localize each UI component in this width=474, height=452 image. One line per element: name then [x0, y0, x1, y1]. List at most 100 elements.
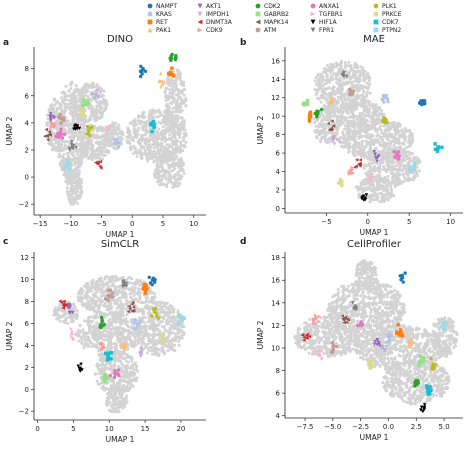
- cluster-point: [61, 116, 66, 120]
- cluster-plk1: [85, 124, 94, 138]
- background-point: [181, 82, 185, 86]
- background-point: [384, 133, 388, 137]
- background-point: [111, 135, 115, 139]
- background-point: [343, 93, 347, 96]
- background-point: [321, 113, 324, 117]
- background-point: [178, 105, 182, 109]
- background-point: [317, 133, 321, 137]
- cluster-dnmt3a: [353, 158, 363, 169]
- background-point: [381, 159, 384, 163]
- background-point: [317, 77, 320, 81]
- background-point: [86, 294, 90, 298]
- background-point: [372, 157, 376, 161]
- background-point: [70, 152, 74, 156]
- background-point: [84, 285, 88, 289]
- background-point: [169, 95, 173, 99]
- cluster-point: [162, 79, 166, 84]
- x-tick-label: 10: [189, 220, 198, 228]
- cluster-point: [67, 166, 72, 171]
- background-point: [400, 129, 404, 133]
- background-point: [334, 72, 338, 76]
- background-point: [316, 128, 319, 132]
- background-point: [339, 104, 343, 108]
- background-point: [117, 296, 121, 300]
- background-point: [390, 147, 394, 151]
- cluster-point: [375, 159, 379, 164]
- background-point: [100, 145, 104, 149]
- background-point: [372, 175, 376, 179]
- background-point: [401, 136, 405, 139]
- background-point: [68, 130, 72, 134]
- background-point: [320, 123, 324, 127]
- background-point: [405, 167, 409, 171]
- background-point: [79, 130, 83, 134]
- background-point: [109, 284, 113, 288]
- x-tick-label: −15: [33, 220, 48, 228]
- cluster-fpr1: [340, 70, 349, 79]
- background-points: [45, 68, 188, 206]
- background-point: [411, 139, 415, 142]
- background-point: [372, 168, 376, 172]
- background-point: [142, 146, 146, 150]
- background-point: [393, 185, 397, 189]
- legend-label: CDK2: [264, 3, 281, 10]
- background-point: [46, 117, 50, 121]
- background-point: [184, 140, 188, 144]
- background-point: [178, 150, 182, 154]
- background-point: [176, 75, 180, 79]
- cluster-point: [74, 145, 79, 150]
- background-point: [131, 282, 135, 285]
- background-point: [369, 104, 373, 108]
- background-point: [157, 120, 161, 124]
- background-point: [60, 140, 64, 144]
- background-point: [340, 93, 343, 97]
- background-point: [167, 97, 170, 101]
- legend-label: ATM: [264, 27, 276, 34]
- background-point: [348, 145, 352, 149]
- background-point: [174, 163, 178, 167]
- cluster-point: [85, 124, 90, 129]
- background-point: [385, 128, 389, 132]
- background-point: [69, 172, 73, 176]
- background-point: [110, 142, 114, 146]
- background-point: [349, 69, 353, 72]
- background-point: [98, 103, 102, 107]
- background-point: [351, 114, 355, 118]
- background-point: [343, 144, 347, 148]
- background-point: [145, 119, 149, 123]
- background-point: [159, 157, 163, 161]
- background-point: [128, 131, 132, 135]
- background-point: [334, 65, 338, 69]
- background-point: [391, 168, 395, 171]
- background-point: [176, 145, 180, 149]
- legend-entry: HIF1A: [310, 19, 338, 26]
- background-point: [372, 143, 376, 146]
- background-point: [319, 100, 323, 104]
- background-point: [61, 155, 64, 159]
- background-point: [351, 129, 355, 133]
- background-point: [164, 99, 168, 103]
- background-point: [134, 297, 138, 301]
- cluster-point: [45, 138, 50, 142]
- background-point: [313, 121, 317, 124]
- background-point: [328, 118, 332, 122]
- background-point: [179, 158, 183, 162]
- background-point: [391, 193, 395, 197]
- cluster-point: [340, 72, 345, 77]
- background-point: [73, 168, 77, 172]
- cluster-point: [340, 179, 344, 183]
- background-point: [371, 111, 375, 115]
- background-point: [145, 155, 149, 159]
- background-point: [76, 201, 79, 205]
- background-point: [347, 115, 351, 119]
- background-point: [392, 172, 396, 176]
- background-point: [91, 278, 95, 282]
- background-point: [50, 107, 54, 111]
- background-point: [363, 122, 367, 126]
- background-point: [167, 88, 171, 92]
- background-point: [83, 85, 87, 89]
- background-point: [73, 158, 77, 162]
- background-point: [403, 153, 407, 156]
- background-point: [338, 109, 342, 113]
- background-point: [152, 146, 156, 150]
